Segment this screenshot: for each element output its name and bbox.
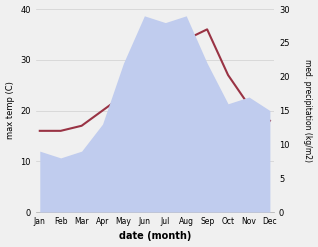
X-axis label: date (month): date (month) [119,231,191,242]
Y-axis label: med. precipitation (kg/m2): med. precipitation (kg/m2) [303,59,313,162]
Y-axis label: max temp (C): max temp (C) [5,82,15,140]
